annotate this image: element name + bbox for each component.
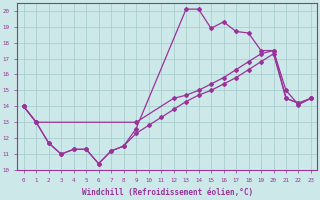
X-axis label: Windchill (Refroidissement éolien,°C): Windchill (Refroidissement éolien,°C) [82,188,253,197]
